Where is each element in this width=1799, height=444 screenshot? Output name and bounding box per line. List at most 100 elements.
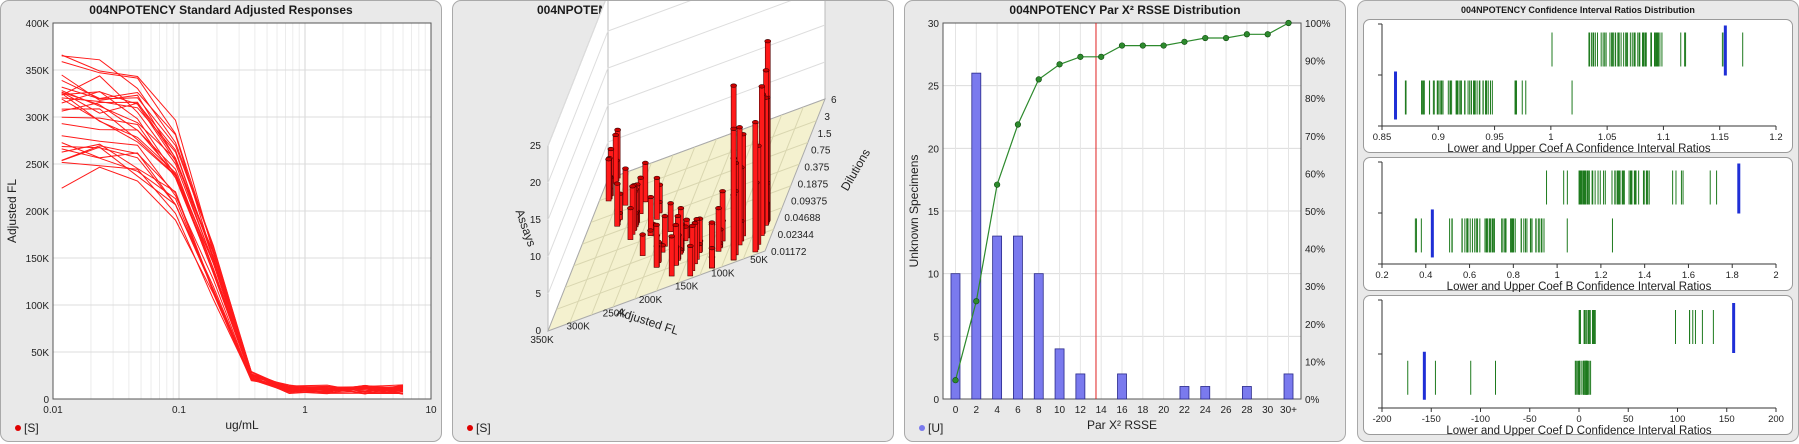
series-line bbox=[61, 75, 404, 395]
y-tick-label: 25 bbox=[928, 82, 940, 93]
x-axis-label: Par X² RSSE bbox=[1087, 418, 1157, 432]
y-tick-label: 150K bbox=[26, 254, 50, 265]
x-axis-label: Lower and Upper Coef B Confidence Interv… bbox=[1447, 281, 1712, 292]
x-tick-label: 0.2 bbox=[1375, 270, 1388, 281]
subplot-coef-a: 0.85 0.9 0.95 1 1.05 1.1 1.15 1.2 Lower and Uppe… bbox=[1363, 19, 1793, 154]
histogram-bar bbox=[1054, 348, 1065, 400]
bar-3d bbox=[752, 121, 759, 253]
x-tick-label: 150 bbox=[1719, 414, 1735, 425]
x-tick-label: 1.2 bbox=[1769, 132, 1782, 143]
panel-standard-responses: 004NPOTENCY Standard Adjusted Responses … bbox=[0, 0, 442, 442]
bar-3d-cap bbox=[668, 234, 675, 239]
bar-3d-cap bbox=[677, 206, 685, 211]
bar-3d bbox=[668, 235, 675, 277]
y2-tick-label: 60% bbox=[1305, 169, 1325, 180]
cumulative-point bbox=[1181, 38, 1188, 45]
z-tick-label: 0.375 bbox=[804, 163, 829, 174]
bar-3d bbox=[654, 177, 660, 220]
histogram-bar bbox=[1013, 235, 1023, 400]
bar3d-chart: 350K 300K 250K 200K 150K 100K 50K Adjusted FL 63… bbox=[513, 1, 873, 346]
chart-title: 004NPOTENCY Standard Adjusted Responses bbox=[89, 3, 353, 17]
cumulative-point bbox=[1118, 42, 1126, 49]
wall-grid-line bbox=[547, 1, 691, 184]
bar-3d-cap bbox=[758, 84, 766, 89]
cumulative-point bbox=[1264, 31, 1271, 38]
cumulative-point bbox=[1014, 121, 1022, 128]
y-tick-label: 25 bbox=[530, 141, 542, 152]
y-tick-label: 5 bbox=[535, 289, 541, 300]
x-axis-label: Lower and Upper Coef A Confidence Interv… bbox=[1447, 143, 1711, 154]
histogram-bar bbox=[992, 235, 1003, 400]
floor-grid-line bbox=[612, 154, 674, 308]
bar-3d-cap bbox=[764, 39, 772, 44]
histogram-bar bbox=[1179, 386, 1190, 400]
floor-grid-line bbox=[590, 141, 809, 223]
bar-3d-cap bbox=[686, 243, 694, 249]
bar-3d bbox=[627, 207, 634, 240]
y-tick-label: 0 bbox=[933, 395, 939, 406]
bar-3d bbox=[642, 162, 649, 203]
bar-3d-cap bbox=[693, 217, 701, 222]
wall-grid-line bbox=[547, 1, 606, 147]
histogram-bar bbox=[1033, 273, 1044, 400]
bar-3d-cap bbox=[627, 206, 634, 211]
ci-strip-b: 0.2 0.4 0.6 0.8 1 1.2 1.4 1.6 1.8 2 Lower and Uppe… bbox=[1375, 161, 1779, 292]
y2-tick-label: 20% bbox=[1305, 320, 1325, 331]
x-tick-label: -150 bbox=[1422, 414, 1441, 425]
y2-tick-label: 30% bbox=[1305, 282, 1325, 293]
y-tick-label: 200K bbox=[26, 207, 50, 218]
y2-tick-label: 80% bbox=[1305, 94, 1325, 105]
legend-dot-icon bbox=[467, 425, 473, 431]
x-tick-label: 14 bbox=[1096, 405, 1108, 416]
x-tick-label: 200K bbox=[639, 295, 663, 306]
x-tick-label: 0.1 bbox=[172, 405, 186, 416]
bar-3d-cap bbox=[667, 201, 674, 206]
bar-3d bbox=[653, 224, 660, 268]
bar-3d-cap bbox=[642, 160, 649, 165]
y-axis-label: Assays bbox=[513, 207, 539, 248]
z-tick-label: 0.1875 bbox=[798, 179, 829, 190]
x-tick-label: 100 bbox=[1670, 414, 1686, 425]
y2-tick-label: 90% bbox=[1305, 57, 1325, 68]
x-tick-label: 28 bbox=[1241, 405, 1253, 416]
x-tick-label: 30+ bbox=[1280, 405, 1297, 416]
bar-3d bbox=[639, 234, 646, 256]
histogram-bar bbox=[1283, 373, 1294, 400]
x-tick-label: 1.05 bbox=[1598, 132, 1617, 143]
x-tick-label: 2 bbox=[1773, 270, 1778, 281]
x-tick-label: 1.1 bbox=[1657, 132, 1670, 143]
cumulative-point bbox=[1056, 61, 1063, 68]
bar-3d-cap bbox=[708, 220, 716, 225]
legend: [S] bbox=[15, 421, 39, 435]
ci-strip-a: 0.85 0.9 0.95 1 1.05 1.1 1.15 1.2 Lower and Uppe… bbox=[1373, 23, 1783, 154]
x-tick-label: 0.01 bbox=[43, 405, 63, 416]
x-tick-label: 1.6 bbox=[1682, 270, 1695, 281]
panel-response-distribution: 004NPOTENCY Adjusted Response Distributi… bbox=[452, 0, 894, 442]
bar-3d-cap bbox=[730, 83, 737, 88]
legend-label: [S] bbox=[476, 421, 491, 435]
legend-dot-icon bbox=[15, 425, 21, 431]
bar-3d-cap bbox=[674, 213, 682, 219]
bar-3d-cap bbox=[672, 222, 680, 228]
y2-tick-label: 50% bbox=[1305, 207, 1325, 218]
x-tick-label: 20 bbox=[1158, 405, 1170, 416]
cumulative-point bbox=[1077, 53, 1084, 60]
bar-3d-cap bbox=[612, 132, 619, 138]
x-tick-label: 150K bbox=[675, 282, 699, 293]
cumulative-point bbox=[994, 181, 1001, 188]
x-tick-label: 0.6 bbox=[1463, 270, 1476, 281]
x-tick-label: 1 bbox=[302, 405, 308, 416]
y-tick-label: 10 bbox=[928, 270, 940, 281]
legend-dot-icon bbox=[919, 425, 925, 431]
y-tick-label: 0 bbox=[535, 326, 541, 337]
x-tick-label: 0 bbox=[953, 405, 959, 416]
cumulative-point bbox=[1243, 31, 1250, 38]
cumulative-point bbox=[1139, 42, 1146, 49]
bar-3d-cap bbox=[607, 146, 615, 152]
y-tick-label: 0 bbox=[43, 395, 49, 406]
y-tick-label: 30 bbox=[928, 19, 940, 30]
bar-3d-cap bbox=[736, 125, 743, 130]
bar-3d bbox=[614, 183, 620, 227]
y-axis-label: Unknown Specimens bbox=[907, 155, 921, 268]
z-axis-label: Dilutions bbox=[838, 146, 873, 193]
